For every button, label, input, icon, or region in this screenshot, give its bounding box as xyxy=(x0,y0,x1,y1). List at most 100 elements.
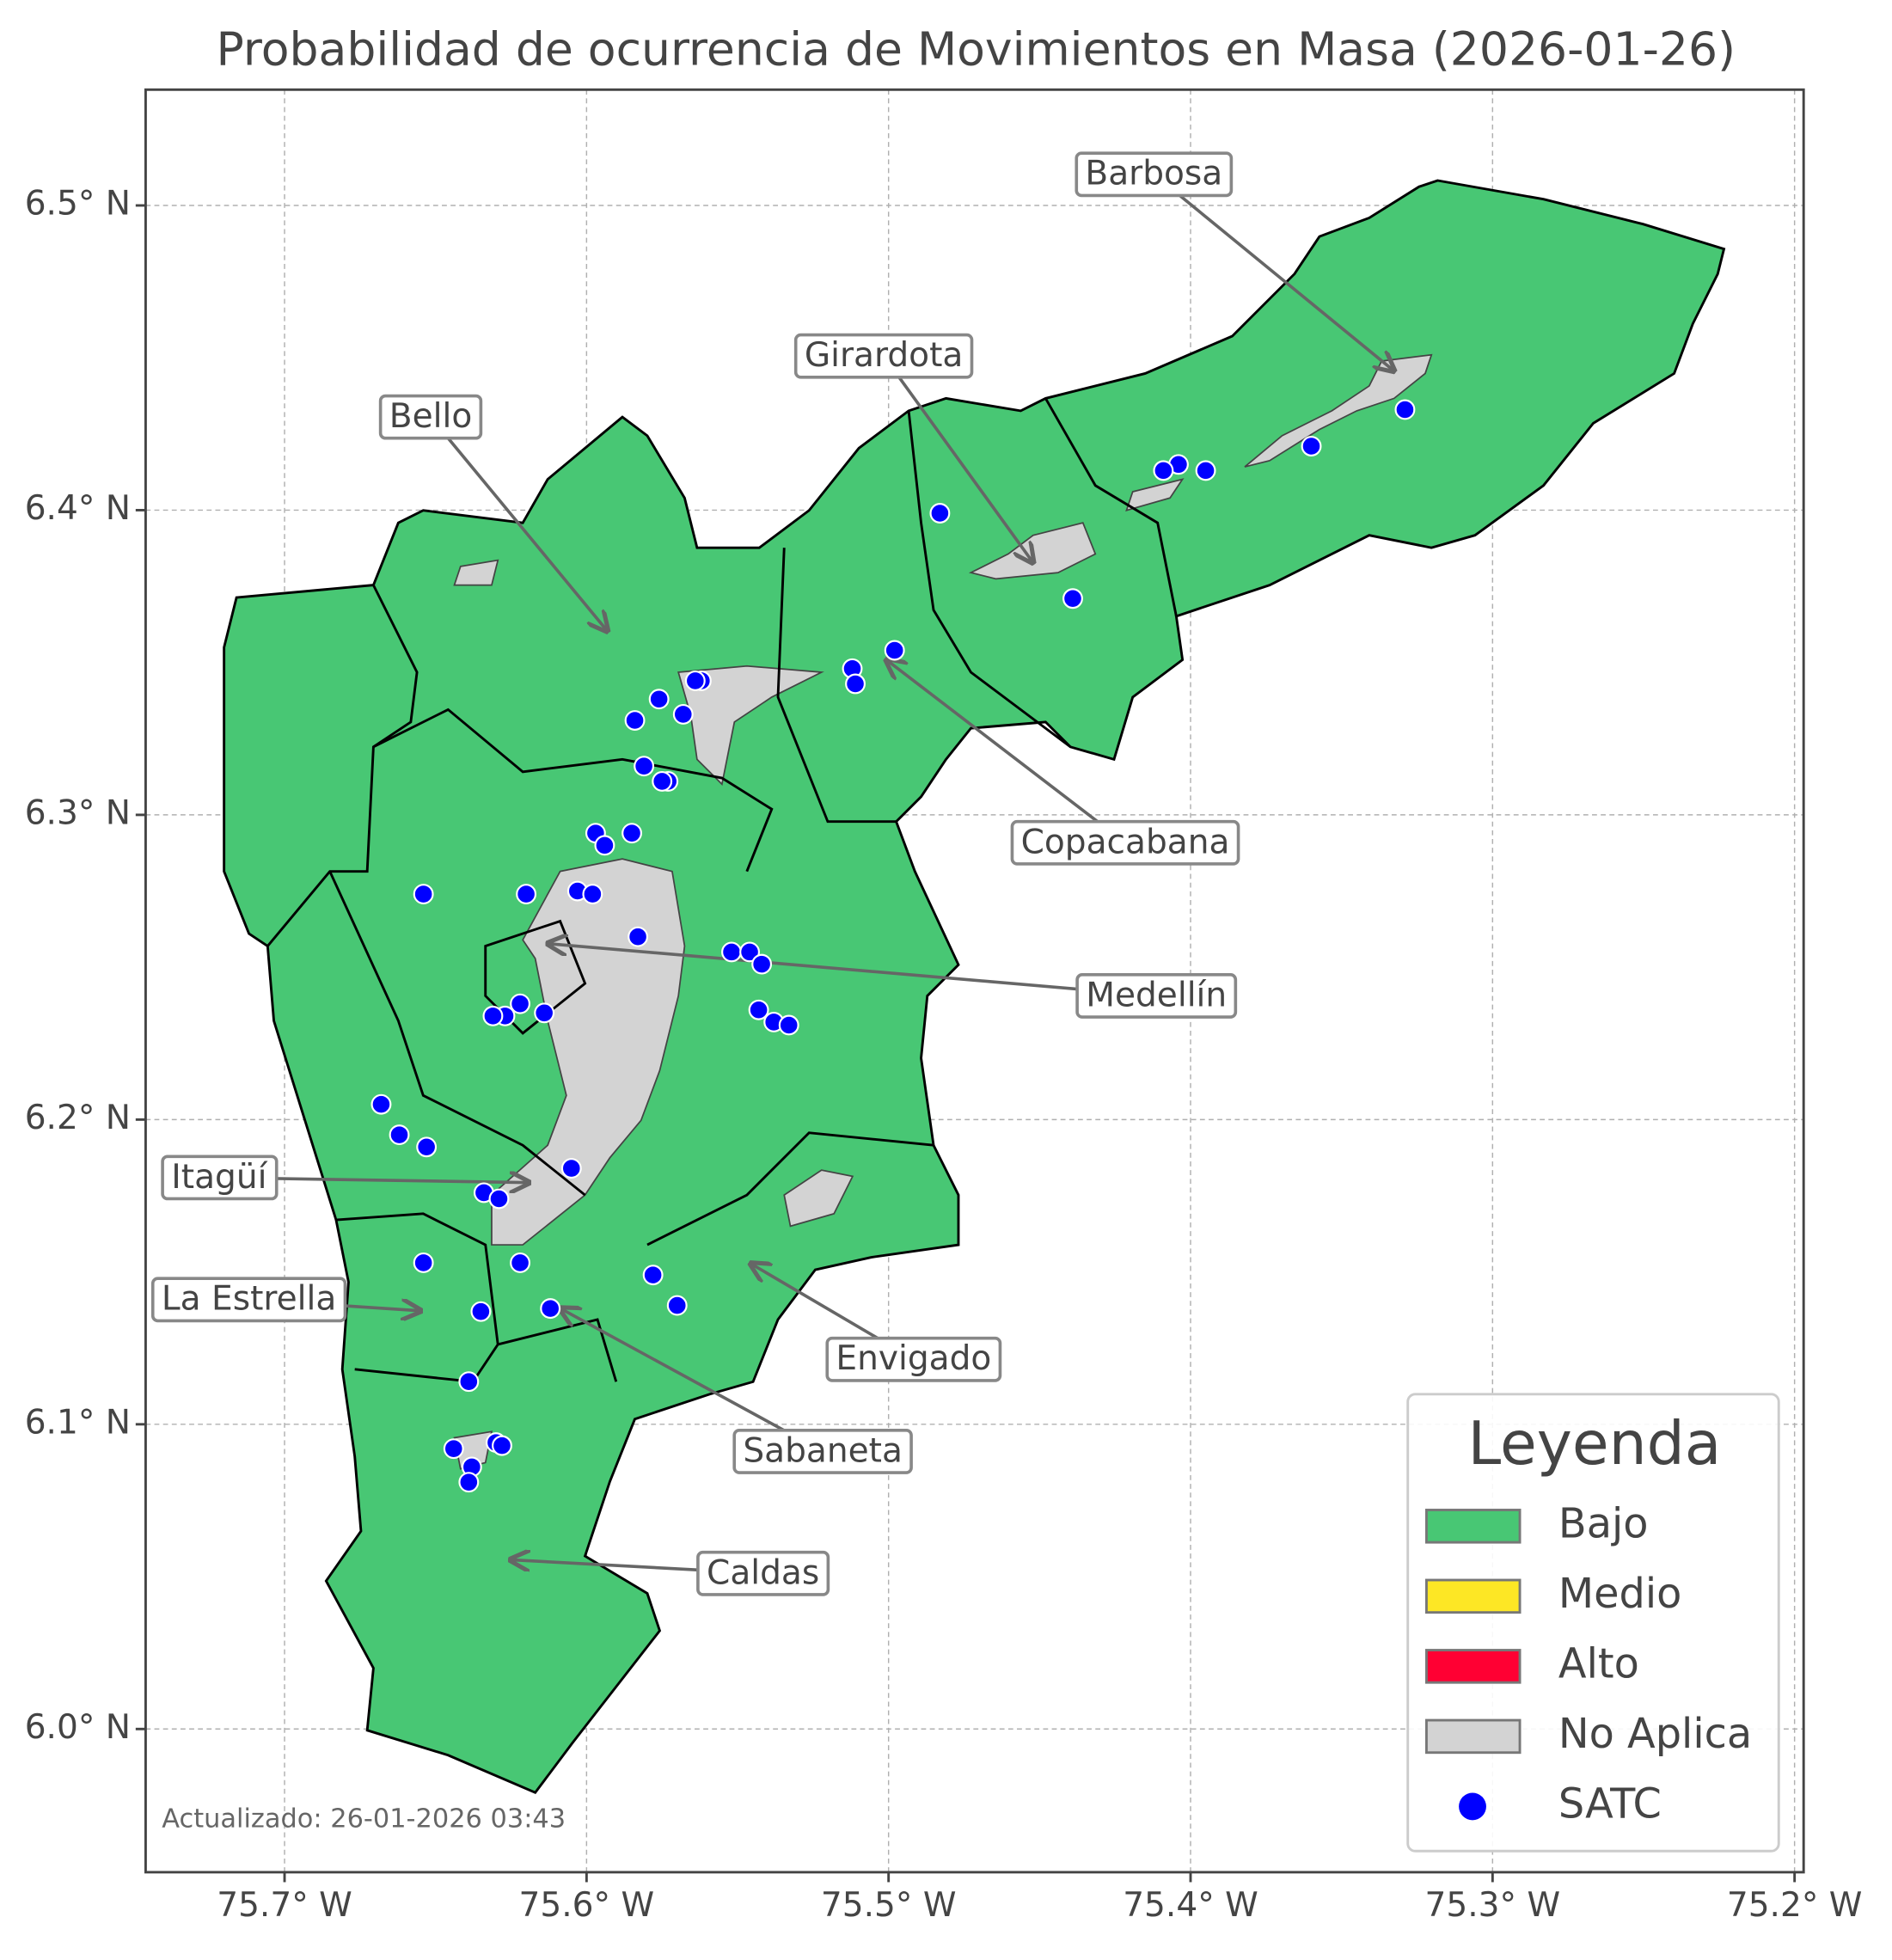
municipalities xyxy=(223,179,1726,1794)
satc-station xyxy=(413,1253,434,1273)
y-tick-label: 6.3° N xyxy=(25,793,131,832)
annotation-arrow xyxy=(1153,173,1393,371)
satc-station xyxy=(929,503,951,524)
annotation-arrow xyxy=(560,1308,824,1454)
x-tick-label: 75.3° W xyxy=(1425,1886,1561,1925)
satc-station xyxy=(624,710,646,731)
satc-station xyxy=(621,823,642,844)
satc-station xyxy=(884,640,905,661)
satc-station xyxy=(1301,436,1322,456)
y-tick-label: 6.2° N xyxy=(25,1099,131,1137)
annotation-box xyxy=(378,394,483,440)
annotation-label: Copacabana xyxy=(1021,823,1230,861)
satc-station xyxy=(582,884,603,905)
y-tick-label: 6.4° N xyxy=(25,489,131,528)
footer-note: Actualizado: 26-01-2026 03:43 xyxy=(162,1804,566,1834)
legend-marker xyxy=(1459,1792,1486,1821)
annotation-arrow xyxy=(886,659,1127,844)
satc-station xyxy=(488,1188,510,1210)
x-tick-label: 75.5° W xyxy=(821,1886,957,1925)
x-tick-label: 75.7° W xyxy=(217,1886,352,1925)
annotation-box xyxy=(1075,973,1238,1019)
satc-station xyxy=(370,1093,392,1115)
annotation-box xyxy=(793,333,974,379)
legend-label: Bajo xyxy=(1558,1500,1649,1547)
annotation-box xyxy=(161,1155,279,1201)
legend-label: Alto xyxy=(1558,1640,1639,1687)
satc-station xyxy=(748,999,769,1020)
satc-station xyxy=(516,884,537,905)
satc-station xyxy=(628,926,649,947)
satc-station xyxy=(413,884,434,905)
satc-points xyxy=(370,399,1416,1493)
y-tick-label: 6.5° N xyxy=(25,184,131,223)
satc-station xyxy=(482,1005,504,1026)
satc-station xyxy=(672,703,694,725)
satc-station xyxy=(634,756,655,777)
satc-station xyxy=(560,1158,582,1179)
legend-swatch xyxy=(1424,1718,1522,1755)
legend-title: Leyenda xyxy=(1467,1409,1721,1479)
annotation-box xyxy=(1075,151,1234,198)
annotation-box xyxy=(825,1336,1002,1382)
annotation-box xyxy=(696,1550,830,1596)
annotation-label: Envigado xyxy=(836,1339,991,1378)
x-tick-label: 75.6° W xyxy=(519,1886,655,1925)
satc-station xyxy=(778,1014,799,1036)
satc-station xyxy=(1195,460,1216,481)
satc-station xyxy=(470,1301,492,1322)
satc-station xyxy=(594,835,615,856)
satc-station xyxy=(739,941,761,963)
municipal-borders xyxy=(266,397,1178,1383)
satc-station xyxy=(492,1435,512,1456)
satc-station xyxy=(458,1371,480,1393)
annotation-arrow xyxy=(429,415,608,631)
legend-swatch xyxy=(1424,1509,1522,1544)
x-tick-label: 75.4° W xyxy=(1123,1886,1258,1925)
satc-station xyxy=(642,1265,664,1286)
satc-station xyxy=(1062,588,1083,609)
satc-station xyxy=(666,1295,688,1316)
satc-station xyxy=(540,1298,561,1320)
satc-station xyxy=(389,1124,410,1146)
y-tick-label: 6.1° N xyxy=(25,1403,131,1442)
satc-station xyxy=(721,941,742,963)
satc-station xyxy=(510,1253,531,1273)
map-title: Probabilidad de ocurrencia de Movimiento… xyxy=(217,21,1736,76)
annotation-label: Itagüí xyxy=(171,1158,267,1197)
annotation-label: Barbosa xyxy=(1085,155,1222,193)
annotation-label: Medellín xyxy=(1086,976,1227,1014)
legend-label: No Aplica xyxy=(1558,1711,1752,1758)
annotation-label: Sabaneta xyxy=(743,1431,903,1470)
satc-station xyxy=(1394,399,1416,420)
satc-station xyxy=(534,1002,555,1024)
satc-station xyxy=(845,673,866,695)
annotation-box xyxy=(150,1277,347,1323)
satc-station xyxy=(443,1438,464,1460)
legend-label: SATC xyxy=(1558,1780,1662,1828)
annotation-label: La Estrella xyxy=(162,1280,336,1319)
annotations: Barbosa Girardota Bello Copacabana Medellín I… xyxy=(150,151,1394,1596)
satc-station xyxy=(510,993,531,1014)
annotation-box xyxy=(732,1429,913,1474)
annotation-label: Caldas xyxy=(707,1553,819,1592)
legend-swatch xyxy=(1424,1649,1522,1684)
satc-station xyxy=(1153,460,1174,481)
satc-station xyxy=(751,953,773,975)
legend-label: Medio xyxy=(1558,1571,1681,1618)
satc-station xyxy=(652,770,673,792)
annotation-arrow xyxy=(882,355,1033,562)
annotation-box xyxy=(1010,819,1240,866)
map-frame xyxy=(144,88,1805,1874)
satc-station xyxy=(684,670,706,691)
satc-station xyxy=(458,1472,480,1493)
annotation-label: Girardota xyxy=(805,336,964,375)
annotation-arrow xyxy=(548,944,1157,998)
annotation-label: Bello xyxy=(389,397,472,436)
legend-swatch xyxy=(1424,1578,1522,1614)
legend: Leyenda Bajo Medio Alto No Aplica SATC xyxy=(1406,1393,1780,1853)
x-tick-label: 75.2° W xyxy=(1727,1886,1863,1925)
satc-station xyxy=(648,689,670,710)
y-tick-label: 6.0° N xyxy=(25,1708,131,1747)
